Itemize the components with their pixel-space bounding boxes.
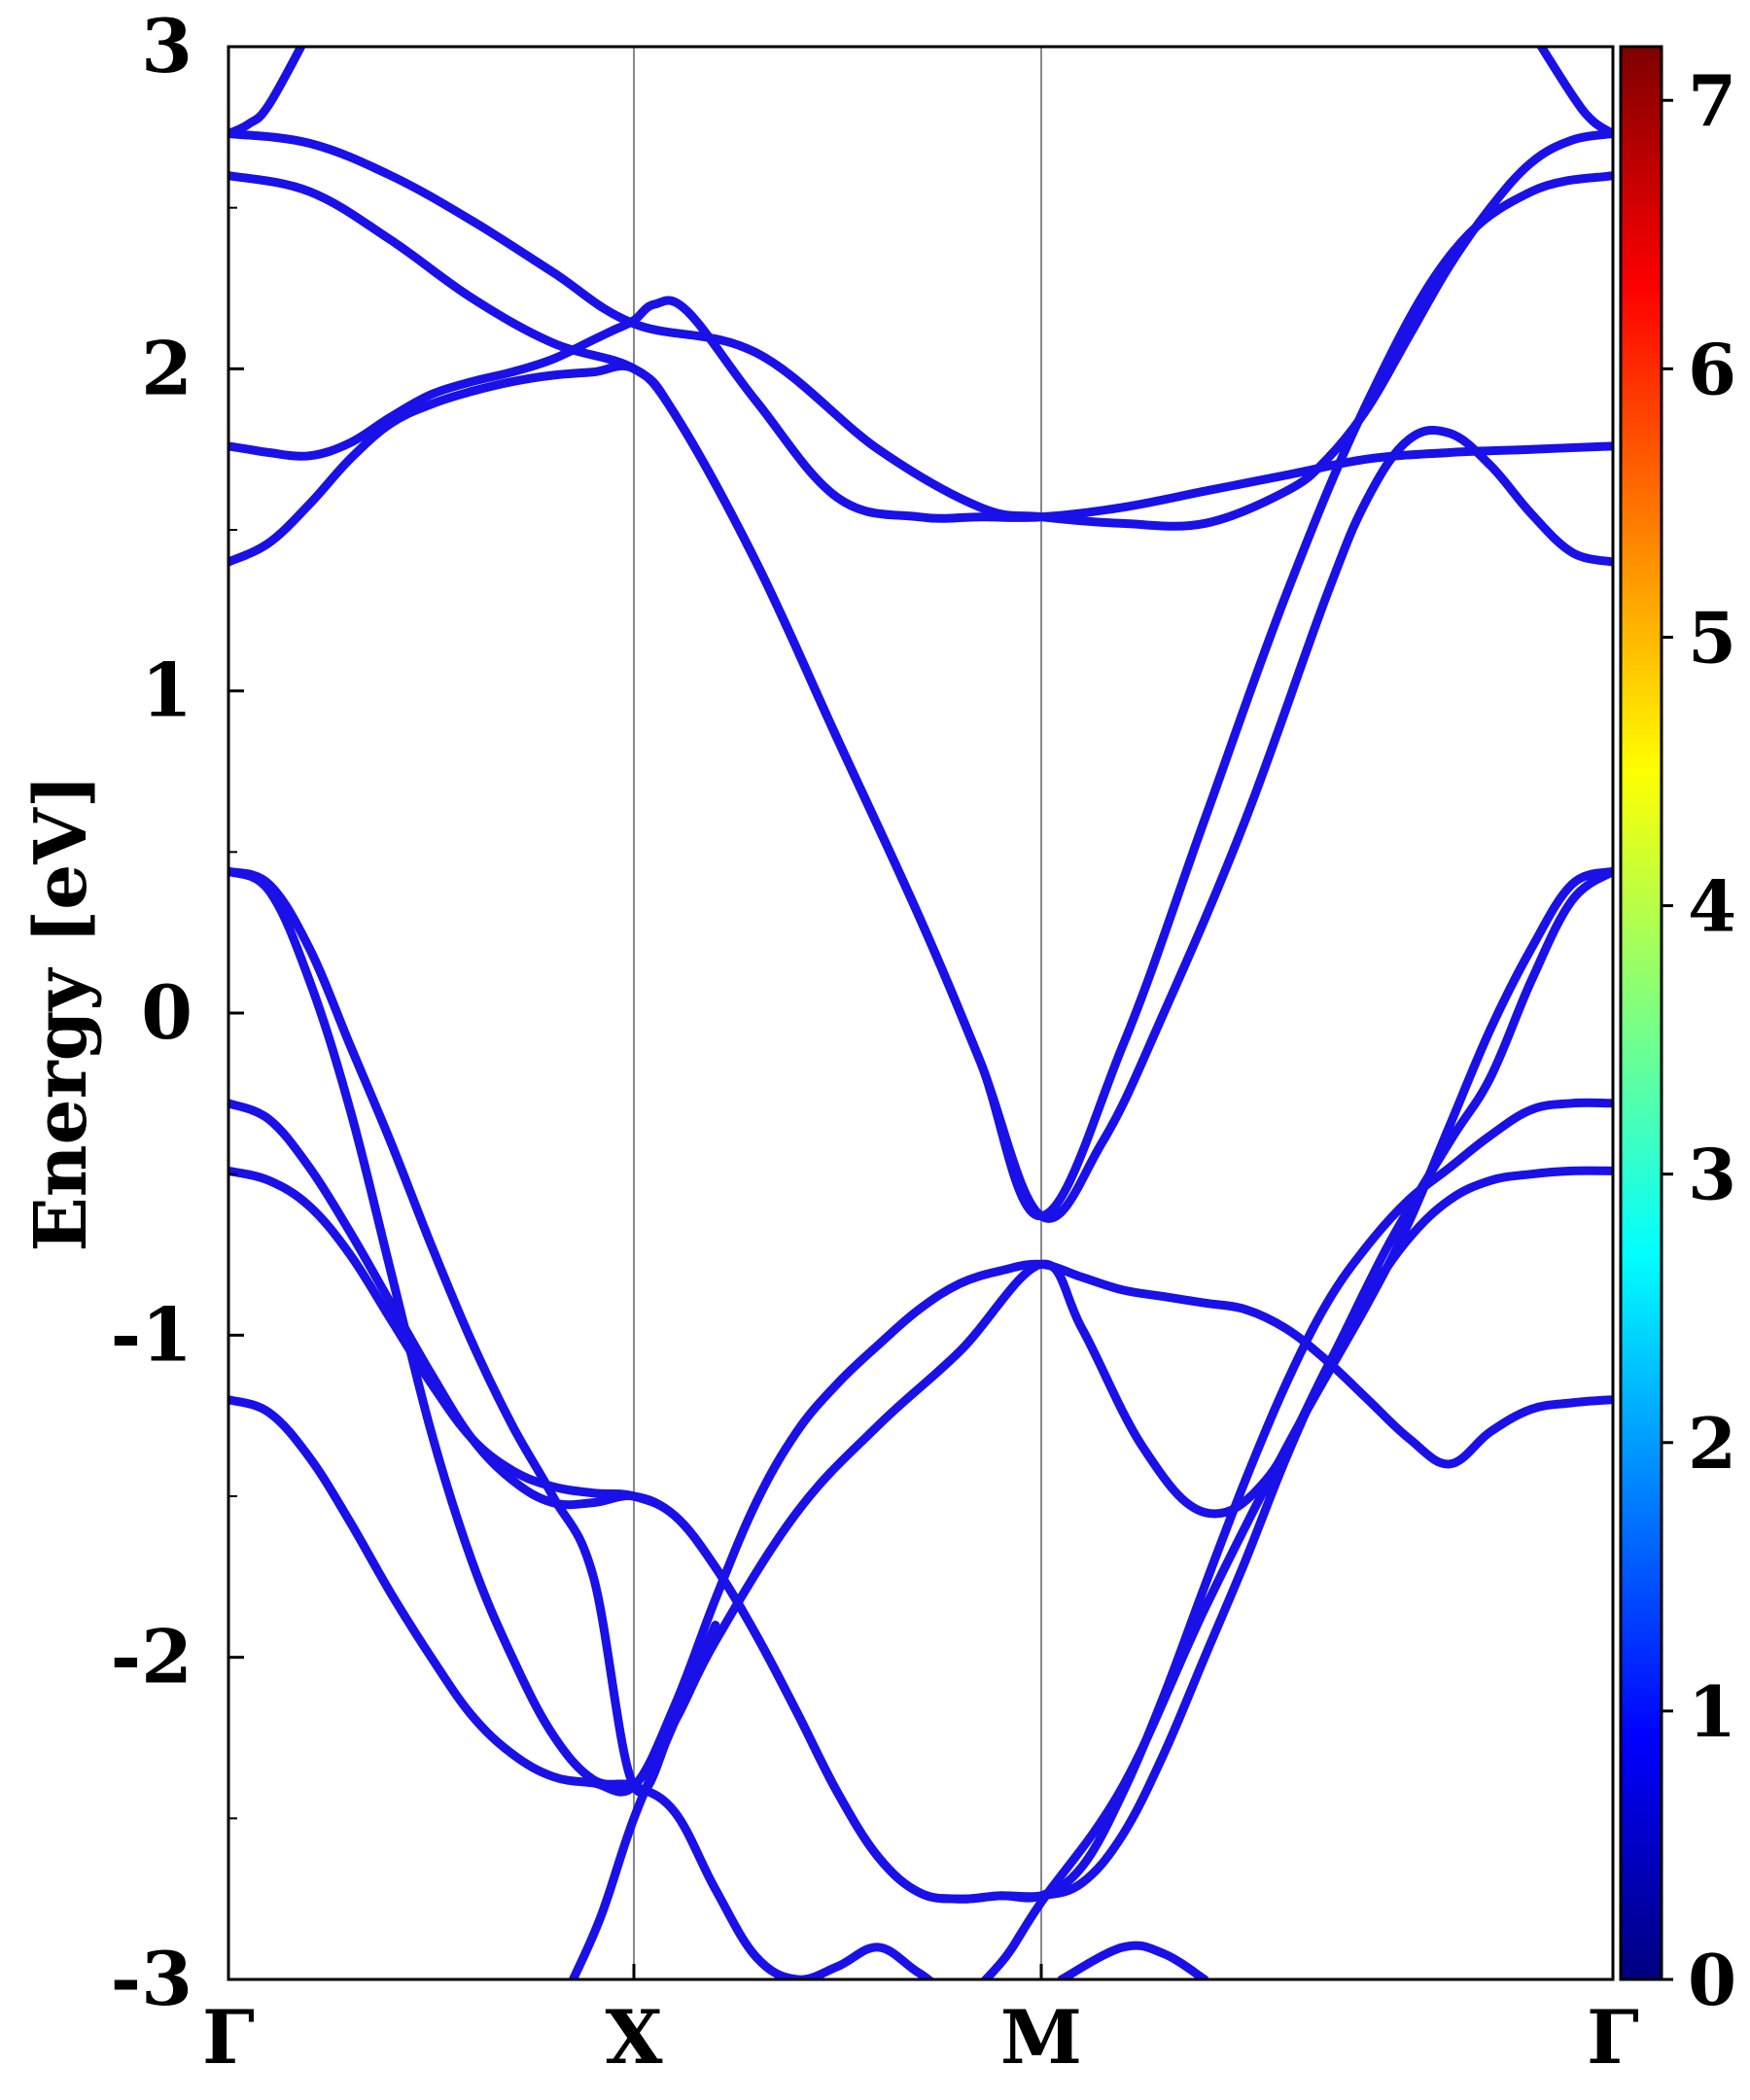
colorbar-tick-label: 2 <box>1688 1402 1736 1485</box>
y-tick-label: 2 <box>141 325 192 411</box>
colorbar-ticks: 0 1 2 3 4 5 6 7 <box>1662 59 1736 2021</box>
y-tick-label: -3 <box>111 1936 192 2022</box>
colorbar <box>1619 45 1663 1981</box>
band-line-11 <box>228 1259 1613 1797</box>
band-lines <box>228 47 1613 1979</box>
band-line-12 <box>569 1621 720 1979</box>
band-line-5 <box>228 47 306 138</box>
colorbar-tick-label: 3 <box>1688 1134 1736 1216</box>
band-line-6 <box>1536 47 1613 138</box>
colorbar-tick-label: 7 <box>1688 59 1736 142</box>
y-axis-ticks: 3 2 1 0 -1 -2 -3 <box>111 3 244 2022</box>
colorbar-tick-label: 6 <box>1688 328 1736 410</box>
y-tick-label: 1 <box>141 648 192 734</box>
colorbar-tick-label: 0 <box>1688 1939 1736 2021</box>
y-tick-label: -1 <box>111 1291 192 1378</box>
band-line-13 <box>1057 1941 1209 1979</box>
y-tick-label: 0 <box>141 969 192 1056</box>
y-tick-label: -2 <box>111 1614 192 1700</box>
x-tick-label: Γ <box>202 1994 255 2081</box>
band-line-4 <box>228 129 1613 531</box>
x-tick-label: M <box>1000 1994 1082 2081</box>
colorbar-tick-label: 4 <box>1688 865 1736 948</box>
band-line-2 <box>228 361 1613 1223</box>
band-line-10 <box>228 1166 1613 1904</box>
colorbar-tick-label: 5 <box>1688 596 1736 679</box>
y-axis-label: Energy [eV] <box>19 774 103 1251</box>
band-line-7 <box>228 866 1613 1797</box>
band-line-1 <box>228 296 1613 523</box>
x-tick-label: X <box>606 1994 663 2081</box>
band-line-3 <box>228 171 1613 1221</box>
colorbar-tick-label: 1 <box>1688 1670 1736 1753</box>
y-tick-label: 3 <box>141 3 192 89</box>
x-tick-label: Γ <box>1587 1994 1639 2081</box>
